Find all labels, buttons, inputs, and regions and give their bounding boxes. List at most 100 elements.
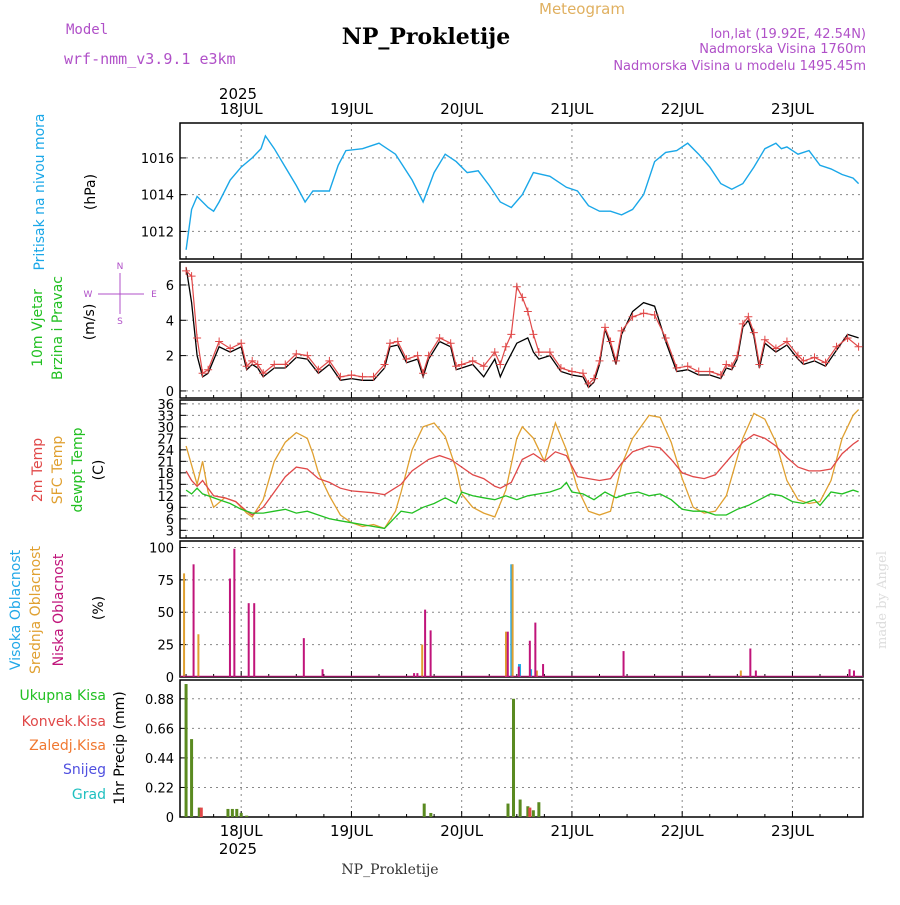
temperature-frame	[179, 399, 864, 539]
wind-ytick-label: 2	[166, 350, 174, 365]
wind-gust-marker	[479, 362, 488, 371]
wind-gust-marker	[617, 326, 626, 335]
day-label-top: 22JUL	[661, 100, 704, 118]
day-label-bottom: 20JUL	[440, 822, 483, 840]
wind-gust-marker	[182, 266, 191, 275]
wind-gust-marker	[424, 351, 433, 360]
precip-bar-total	[239, 812, 243, 817]
compass-south: S	[117, 317, 123, 327]
cloud-bar-mid	[511, 564, 514, 677]
wind-title-1: 10m Vjetar	[30, 289, 46, 367]
wind-gust-marker	[799, 356, 808, 365]
main-title: NP_Prokletije	[342, 24, 511, 50]
wind-gust-marker	[507, 330, 516, 339]
cloud-title-2: Srednja Oblacnost	[28, 546, 44, 674]
day-label-top: 18JUL	[220, 100, 263, 118]
cloud-bar-low	[754, 670, 757, 677]
wind-gust-marker	[386, 339, 395, 348]
cloud-bar-low	[429, 630, 432, 677]
day-label-bottom: 23JUL	[771, 822, 814, 840]
cloud-bar-low	[416, 673, 419, 677]
cloud-ytick-label: 0	[166, 671, 174, 686]
compass-west: W	[84, 290, 93, 300]
legend-freezing-rain: Zaledj.Kisa	[29, 738, 106, 754]
wind-gust-marker	[358, 372, 367, 381]
cloud-bar-mid	[739, 670, 742, 677]
pressure-frame	[179, 122, 864, 260]
wind-gust-marker	[226, 344, 235, 353]
day-label-bottom: 18JUL	[220, 822, 263, 840]
cloud-bar-low	[534, 622, 537, 677]
precip-ytick-label: 0.88	[145, 693, 174, 708]
temperature-ytick-label: 12	[157, 490, 174, 505]
wind-gust-marker	[325, 356, 334, 365]
precip-bar-total	[429, 812, 433, 817]
wind-panel: 0 2 4 6	[166, 261, 864, 400]
cloud-bar-low	[542, 664, 545, 677]
wind-gust-marker	[259, 369, 268, 378]
precip-bar-total	[537, 802, 541, 817]
cloud-bar-low	[192, 564, 195, 677]
cloud-bar-low	[528, 640, 531, 677]
precip-panel: 0 0.22 0.44 0.66 0.88	[145, 679, 864, 826]
compass-icon: N E W S	[84, 262, 158, 327]
precip-bar-total	[197, 807, 201, 817]
wind-gust-marker	[512, 282, 521, 291]
cloud-bar-low	[253, 603, 256, 677]
pressure-ytick-label: 1012	[141, 225, 174, 240]
cloud-ytick-label: 50	[157, 606, 174, 621]
temp-unit: (C)	[91, 460, 107, 481]
wind-gust-marker	[534, 348, 543, 357]
wind-gust-marker	[336, 372, 345, 381]
cloud-bar-low	[233, 548, 236, 677]
wind-gust-marker	[733, 351, 742, 360]
cloud-bar-low	[424, 609, 427, 677]
wind-gust-marker	[292, 349, 301, 358]
wind-gust-marker	[760, 335, 769, 344]
wind-gust-marker	[832, 342, 841, 351]
wind-gust-marker	[639, 309, 648, 318]
wind-ytick-label: 4	[166, 314, 174, 329]
wind-gust-marker	[595, 356, 604, 365]
wind-gust-marker	[501, 342, 510, 351]
watermark: made by Angel	[875, 551, 890, 649]
wind-gust-marker	[727, 362, 736, 371]
wind-gust-marker	[705, 367, 714, 376]
compass-north: N	[117, 262, 124, 272]
t2m-line	[185, 433, 859, 516]
cloud-unit: (%)	[91, 596, 107, 620]
precip-bar-total	[526, 806, 530, 817]
cloud-bar-mid	[183, 573, 186, 677]
wind-gust-marker	[584, 379, 593, 388]
wind-gust-marker	[518, 293, 527, 302]
cloud-title-3: Niska Oblacnost	[51, 553, 67, 666]
wind-gust-marker	[490, 348, 499, 357]
wind-gust-marker	[755, 360, 764, 369]
subtitle: Meteogram	[539, 0, 625, 18]
model-altitude-label: Nadmorska Visina u modelu 1495.45m	[613, 59, 866, 74]
wind-gust-marker	[237, 339, 246, 348]
cloud-bar-mid	[421, 644, 424, 677]
wind-gust-marker	[193, 333, 202, 342]
day-label-bottom: 19JUL	[330, 822, 373, 840]
wind-gust-marker	[683, 362, 692, 371]
cloud-title-1: Visoka Oblacnost	[8, 549, 24, 670]
temperature-ytick-label: 21	[157, 455, 174, 470]
wind-frame	[179, 261, 864, 399]
wind-gust-marker	[419, 369, 428, 378]
wind-gust-marker	[187, 272, 196, 281]
cloud-bar-low	[321, 669, 324, 677]
temperature-ytick-label: 3	[166, 524, 174, 539]
wind-gust-marker	[661, 333, 670, 342]
day-label-top: 20JUL	[440, 100, 483, 118]
wind-gust-marker	[314, 365, 323, 374]
precip-side-label: Ukupna Kisa Konvek.Kisa Zaledj.Kisa Snij…	[19, 688, 128, 805]
cloud-ytick-label: 75	[157, 574, 174, 589]
wind-gust-marker	[496, 360, 505, 369]
temperature-ytick-label: 36	[157, 398, 174, 413]
precip-ytick-label: 0.22	[145, 781, 174, 796]
wind-gust-marker	[744, 312, 753, 321]
temperature-ytick-label: 27	[157, 432, 174, 447]
